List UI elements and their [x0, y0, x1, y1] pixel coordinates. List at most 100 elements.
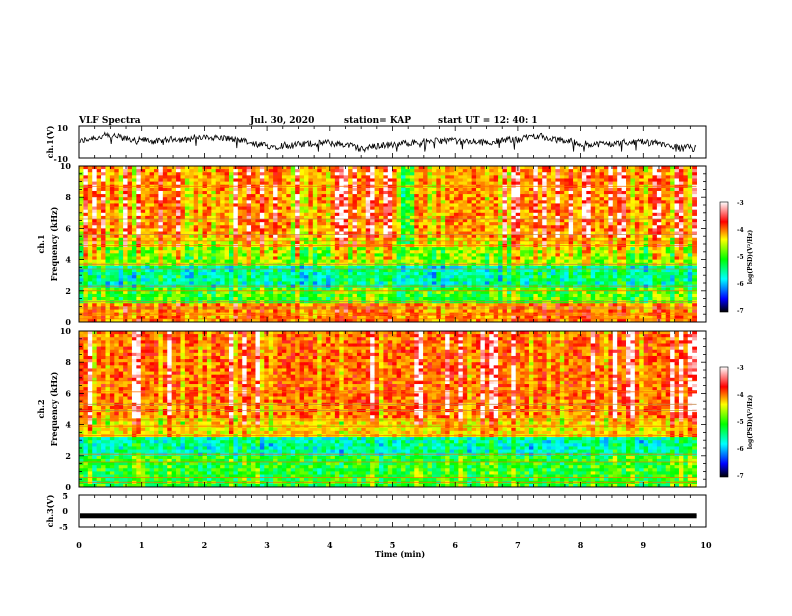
- ch1-spectrogram-cell: [251, 219, 256, 223]
- ch1-spectrogram-cell: [268, 247, 274, 251]
- ch1-spectrogram-cell: [378, 275, 384, 279]
- ch1-spectrogram-cell: [520, 222, 525, 226]
- ch1-spectrogram-cell: [498, 200, 503, 204]
- ch1-spectrogram-cell: [114, 187, 120, 192]
- ch1-spectrogram-cell: [612, 206, 618, 211]
- ch1-spectrogram-cell: [480, 197, 486, 201]
- ch1-spectrogram-cell: [259, 225, 265, 229]
- ch1-spectrogram-cell: [449, 190, 455, 195]
- ch1-spectrogram-cell: [189, 166, 195, 170]
- ch1-spectrogram-cell: [595, 200, 600, 204]
- ch1-spectrogram-cell: [153, 203, 159, 207]
- ch1-spectrogram-cell: [626, 256, 631, 260]
- ch1-spectrogram-cell: [493, 212, 499, 217]
- ch1-spectrogram-cell: [264, 178, 270, 182]
- ch1-spectrogram-cell: [153, 187, 159, 192]
- ch1-spectrogram-cell: [268, 203, 274, 207]
- ch1-spectrogram-cell: [136, 212, 142, 217]
- ch1-spectrogram-cell: [321, 268, 327, 273]
- ch1-spectrogram-cell: [599, 250, 605, 254]
- ch1-spectrogram-cell: [471, 253, 477, 257]
- ch1-spectrogram-cell: [687, 200, 693, 204]
- ch1-spectrogram-cell: [634, 212, 640, 217]
- ch1-spectrogram-cell: [189, 259, 195, 264]
- ch1-spectrogram-cell: [202, 172, 208, 176]
- ch1-spectrogram-cell: [445, 253, 450, 257]
- ch1-spectrogram-cell: [511, 215, 517, 220]
- ch1-spectrogram-cell: [458, 219, 464, 223]
- ch1-spectrogram-cell: [476, 228, 481, 232]
- ch1-spectrogram-cell: [524, 237, 530, 242]
- ch1-spectrogram-cell: [264, 219, 270, 223]
- ch1-spectrogram-cell: [392, 178, 398, 182]
- ch1-spectrogram-cell: [149, 194, 155, 198]
- ch1-spectrogram-cell: [634, 234, 640, 239]
- ch1-spectrogram-cell: [630, 212, 636, 217]
- ch1-spectrogram-cell: [352, 234, 358, 239]
- ch1-spectrogram-cell: [427, 250, 433, 254]
- ch1-spectrogram-cell: [251, 265, 256, 270]
- ch1-spectrogram-cell: [167, 175, 173, 179]
- ch1-spectrogram-cell: [489, 256, 495, 260]
- ch1-spectrogram-cell: [273, 275, 278, 279]
- ch1-spectrogram-cell: [489, 175, 495, 179]
- ch1-spectrogram-cell: [79, 169, 84, 173]
- ch1-spectrogram-cell: [405, 212, 411, 217]
- ch1-spectrogram-cell: [308, 215, 314, 220]
- ch1-spectrogram-cell: [220, 228, 225, 232]
- ch1-spectrogram-cell: [559, 225, 565, 229]
- ch1-spectrogram-cell: [692, 268, 697, 273]
- ch1-spectrogram-cell: [515, 272, 521, 276]
- ch1-spectrogram-cell: [308, 225, 314, 229]
- ch1-spectrogram-cell: [118, 200, 124, 204]
- ch1-spectrogram-cell: [577, 172, 583, 176]
- ch1-spectrogram-cell: [484, 247, 490, 251]
- ch1-spectrogram-cell: [79, 228, 84, 232]
- ch1-spectrogram-cell: [608, 240, 614, 245]
- ch1-spectrogram-cell: [608, 237, 614, 242]
- ch1-spectrogram-cell: [158, 259, 164, 264]
- ch1-spectrogram-cell: [692, 247, 697, 251]
- ch1-spectrogram-cell: [255, 206, 261, 211]
- ch1-ylabel: ch.1(V): [45, 125, 55, 158]
- ch1-spectrogram-cell: [334, 172, 340, 176]
- ch1-spectrogram-cell: [92, 197, 98, 201]
- ch1-spectrogram-cell: [374, 225, 380, 229]
- ch1-spectrogram-cell: [401, 190, 406, 195]
- ch1-spectrogram-cell: [392, 253, 398, 257]
- ch1-spectrogram-cell: [436, 259, 442, 264]
- ch1-spectrogram-cell: [599, 181, 605, 186]
- ch1-spectrogram-cell: [520, 169, 525, 173]
- ch1-spectrogram-cell: [559, 237, 565, 242]
- ch1-spectrogram-cell: [109, 253, 115, 257]
- ch1-spectrogram-cell: [467, 250, 473, 254]
- ch1-spectrogram-cell: [427, 219, 433, 223]
- ch1-spectrogram-cell: [92, 194, 98, 198]
- ch1-spectrogram-cell: [621, 268, 627, 273]
- ch1-spectrogram-cell: [603, 175, 609, 179]
- ch1-spectrogram-cell: [449, 181, 455, 186]
- ch1-spectrogram-cell: [418, 172, 424, 176]
- ch1-spectrogram-cell: [105, 178, 111, 182]
- ch1-spectrogram-cell: [339, 197, 345, 201]
- ch1-spectrogram-cell: [149, 181, 155, 186]
- ch1-spectrogram-cell: [476, 231, 481, 236]
- ch1-spectrogram-cell: [493, 272, 499, 276]
- ch1-spectrogram-cell: [220, 206, 225, 211]
- ch1-spectrogram-cell: [374, 253, 380, 257]
- ch1-spectrogram-cell: [401, 265, 406, 270]
- ch1-spectrogram-cell: [506, 194, 512, 198]
- ch1-spectrogram-cell: [453, 259, 459, 264]
- ch1-spectrogram-cell: [498, 209, 503, 214]
- ch1-spectrogram-cell: [237, 228, 243, 232]
- ch1-spectrogram-cell: [286, 187, 292, 192]
- ch1-spectrogram-cell: [259, 200, 265, 204]
- ch1-spectrogram-cell: [184, 225, 190, 229]
- ch1-spectrogram-cell: [321, 209, 327, 214]
- ch1-spectrogram-cell: [476, 209, 481, 214]
- ch1-spectrogram-cell: [348, 194, 353, 198]
- ch1-spectrogram-cell: [96, 259, 102, 264]
- ch1-spectrogram-cell: [237, 265, 243, 270]
- ch1-spectrogram-cell: [123, 209, 128, 214]
- ch1-spectrogram-cell: [692, 172, 697, 176]
